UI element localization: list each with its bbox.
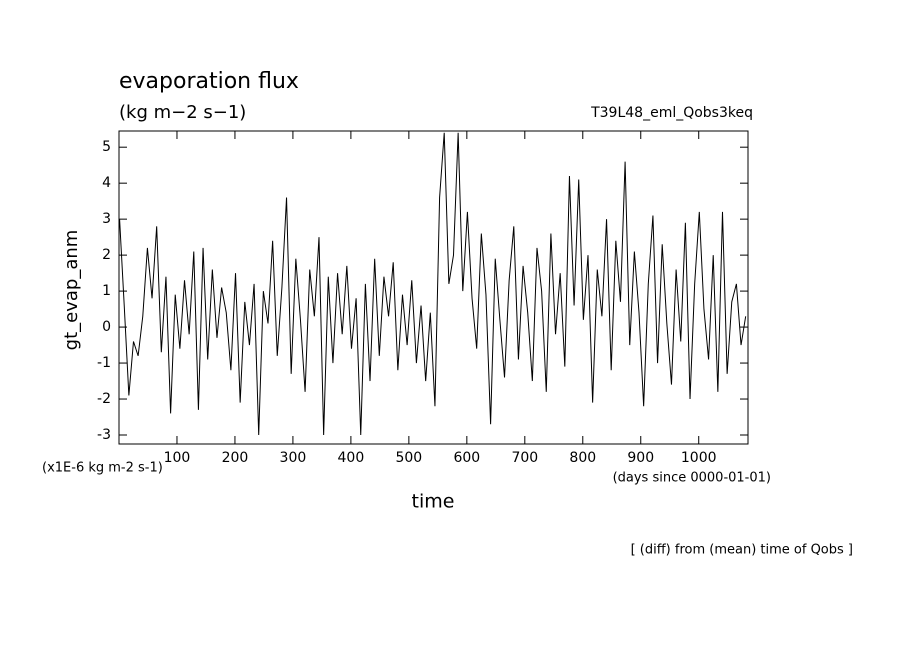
data-line [119, 132, 747, 436]
x-tick-label: 900 [627, 450, 654, 466]
y-axis-label: gt_evap_anm [61, 230, 82, 351]
y-unit-note: (x1E-6 kg m-2 s-1) [42, 461, 163, 476]
y-tick-label: 3 [102, 211, 111, 227]
annotation: T39L48_eml_Qobs3keq [590, 105, 753, 121]
x-tick-label: 600 [453, 450, 480, 466]
x-tick-label: 300 [280, 450, 307, 466]
footnote: [ (diff) from (mean) time of Qobs ] [631, 543, 853, 558]
x-tick-label: 200 [222, 450, 249, 466]
y-tick-label: 2 [102, 247, 111, 263]
x-axis-label: time [412, 491, 455, 513]
x-tick-label: 1000 [681, 450, 717, 466]
y-tick-label: -1 [97, 355, 111, 371]
chart-subtitle: (kg m−2 s−1) [119, 102, 246, 123]
chart-title: evaporation flux [119, 69, 299, 94]
plot-frame [118, 130, 749, 445]
x-tick-label: 800 [569, 450, 596, 466]
x-tick-label: 400 [338, 450, 365, 466]
y-tick-label: -2 [97, 391, 111, 407]
x-tick-label: 100 [164, 450, 191, 466]
x-tick-label: 500 [395, 450, 422, 466]
x-unit-note: (days since 0000-01-01) [613, 471, 771, 486]
y-tick-label: 0 [102, 319, 111, 335]
y-tick-label: 1 [102, 283, 111, 299]
y-tick-label: 4 [102, 175, 111, 191]
y-tick-label: 5 [102, 139, 111, 155]
x-tick-label: 700 [511, 450, 538, 466]
y-tick-label: -3 [97, 427, 111, 443]
